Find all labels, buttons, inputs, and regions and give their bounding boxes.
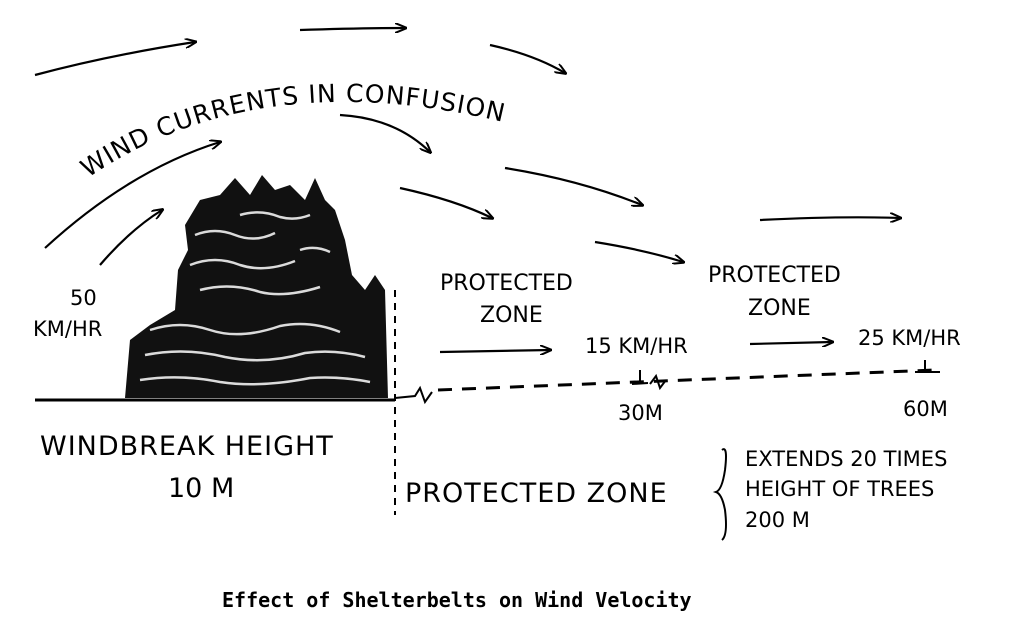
incoming-speed-unit: KM/HR	[33, 317, 102, 341]
protected-zone-note-1: EXTENDS 20 TIMES	[745, 447, 947, 471]
wind-arrow	[34, 42, 195, 77]
caption: Effect of Shelterbelts on Wind Velocity	[222, 588, 692, 612]
wind-arrow	[489, 43, 565, 73]
ground-line	[35, 290, 940, 541]
wind-arrow	[99, 210, 162, 266]
wind-arrow	[44, 142, 220, 249]
zone2-label-line2: ZONE	[748, 296, 811, 321]
zone1-label-line2: ZONE	[480, 303, 543, 328]
zone1-distance: 30M	[618, 401, 663, 425]
wind-arrow	[399, 186, 492, 218]
wind-arrow	[504, 166, 642, 205]
zone2-distance: 60M	[903, 397, 948, 421]
windbreak-height-label: WINDBREAK HEIGHT	[40, 431, 334, 462]
wind-arrow	[749, 342, 832, 344]
zone1-speed: 15 KM/HR	[585, 334, 688, 358]
windbreak-height-value: 10 M	[168, 473, 234, 504]
wind-currents-label: WIND CURRENTS IN CONFUSION	[75, 79, 508, 183]
protected-zone-label: PROTECTED ZONE	[405, 478, 668, 509]
wind-arrow	[299, 28, 405, 30]
protected-zone-note-3: 200 M	[745, 508, 810, 532]
zone1-label-line1: PROTECTED	[440, 271, 573, 296]
zone2-speed: 25 KM/HR	[858, 326, 961, 350]
incoming-speed-value: 50	[70, 286, 97, 310]
wind-arrow	[759, 217, 900, 220]
wind-arrows	[34, 28, 900, 352]
wind-arrow	[339, 113, 430, 152]
bracket	[712, 448, 727, 541]
windbreak-trees	[125, 175, 388, 398]
wind-currents-text: WIND CURRENTS IN CONFUSION	[75, 79, 507, 183]
wind-arrow	[439, 350, 550, 352]
zone2-label-line1: PROTECTED	[708, 263, 841, 288]
protected-zone-note-2: HEIGHT OF TREES	[745, 477, 934, 501]
wind-arrow	[594, 240, 683, 262]
